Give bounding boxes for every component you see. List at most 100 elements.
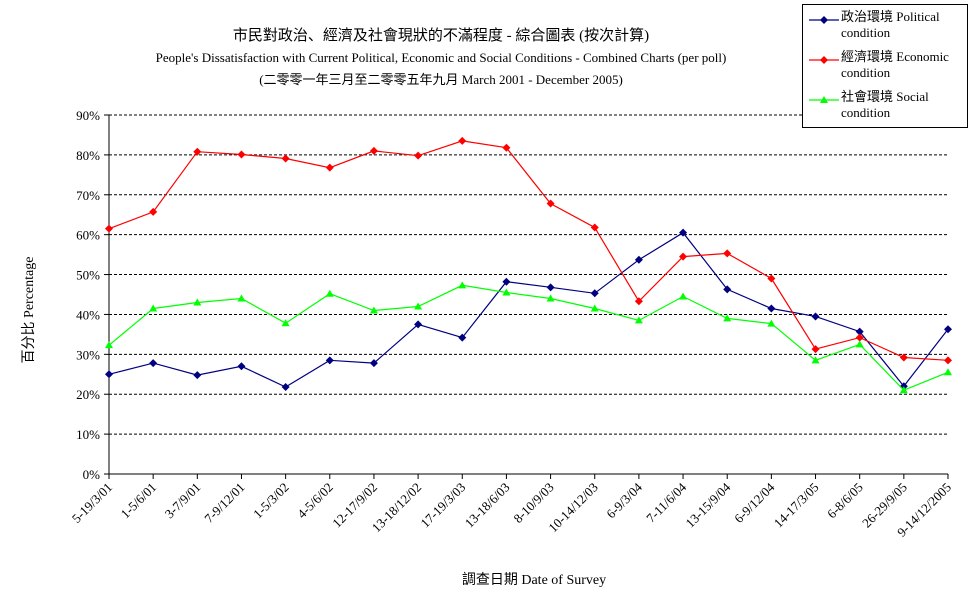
data-point bbox=[105, 370, 113, 379]
y-tick-label: 30% bbox=[76, 347, 100, 362]
data-point bbox=[325, 289, 334, 297]
data-point bbox=[237, 150, 246, 159]
chart-subtitle: People's Dissatisfaction with Current Po… bbox=[156, 50, 727, 65]
data-point bbox=[458, 136, 467, 145]
series-0 bbox=[105, 228, 952, 392]
data-point bbox=[193, 298, 202, 306]
data-point bbox=[369, 146, 378, 155]
data-point bbox=[590, 223, 599, 232]
x-tick-label: 13-18/6/03 bbox=[462, 480, 513, 531]
series-line bbox=[108, 284, 949, 391]
data-point bbox=[281, 383, 290, 392]
data-point bbox=[634, 316, 643, 324]
x-tick-label: 1-5/6/01 bbox=[118, 480, 160, 522]
data-point bbox=[899, 386, 908, 394]
legend: 政治環境 Political condition 經濟環境 Economic c… bbox=[802, 4, 968, 128]
data-point bbox=[502, 288, 511, 296]
data-point bbox=[767, 319, 776, 327]
chart-title: 市民對政治、經濟及社會現狀的不滿程度 - 綜合圖表 (按次計算) bbox=[233, 26, 649, 44]
series-line bbox=[108, 231, 949, 388]
data-point bbox=[193, 371, 202, 380]
gridlines bbox=[109, 114, 948, 435]
data-point bbox=[855, 340, 864, 348]
data-point bbox=[944, 356, 952, 365]
data-point bbox=[546, 283, 555, 292]
legend-item-political: 政治環境 Political condition bbox=[803, 9, 969, 49]
data-point bbox=[811, 356, 820, 364]
x-tick-labels: 5-19/3/01 1-5/6/01 3-7/9/017-9/12/01 1-5/3/… bbox=[69, 479, 954, 539]
y-tick-label: 90% bbox=[76, 108, 100, 123]
data-point bbox=[369, 359, 378, 368]
data-point bbox=[281, 319, 290, 327]
y-axis-label: 百分比 Percentage bbox=[21, 257, 37, 364]
chart-subtitle-dates: (二零零一年三月至二零零五年九月 March 2001 - December 2… bbox=[259, 72, 623, 87]
y-tick-label: 0% bbox=[83, 467, 101, 482]
data-point bbox=[325, 356, 334, 365]
data-point bbox=[502, 277, 511, 286]
x-tick-label: 17-19/3/03 bbox=[417, 480, 468, 531]
x-tick-label: 4-5/6/02 bbox=[294, 480, 336, 522]
y-tick-label: 20% bbox=[76, 387, 100, 402]
y-tick-label: 50% bbox=[76, 268, 100, 283]
y-tick-label: 70% bbox=[76, 188, 100, 203]
x-tick-label: 6-9/3/04 bbox=[603, 479, 645, 521]
data-point bbox=[281, 154, 290, 163]
data-point bbox=[634, 297, 643, 306]
x-tick-label: 13-15/9/04 bbox=[682, 479, 733, 530]
data-point bbox=[414, 302, 423, 310]
data-point bbox=[149, 207, 158, 216]
data-point bbox=[546, 199, 555, 208]
data-point bbox=[767, 274, 776, 283]
data-point bbox=[899, 353, 908, 362]
x-tick-label: 7-9/12/01 bbox=[201, 480, 247, 526]
y-tick-labels: 0% 10% 20% 30% 40% 50% 60% 70% 80% 90% bbox=[76, 108, 100, 482]
legend-label-economic: 經濟環境 Economic condition bbox=[841, 49, 949, 80]
series-1 bbox=[105, 136, 952, 365]
x-tick-label: 1-5/3/02 bbox=[250, 480, 292, 522]
data-point bbox=[723, 314, 732, 322]
data-point bbox=[944, 325, 952, 334]
data-point bbox=[855, 333, 864, 342]
y-tick-label: 10% bbox=[76, 427, 100, 442]
legend-swatch-political bbox=[809, 16, 839, 24]
data-point bbox=[149, 304, 158, 312]
data-point bbox=[855, 327, 864, 336]
series-lines bbox=[105, 136, 952, 394]
x-tick-label: 6-8/6/05 bbox=[824, 480, 866, 522]
data-point bbox=[723, 249, 732, 258]
y-tick-label: 60% bbox=[76, 228, 100, 243]
legend-item-economic: 經濟環境 Economic condition bbox=[803, 49, 969, 89]
data-point bbox=[546, 294, 555, 302]
data-point bbox=[634, 255, 643, 264]
data-point bbox=[237, 362, 246, 371]
data-point bbox=[679, 228, 688, 237]
y-tick-label: 40% bbox=[76, 307, 100, 322]
data-point bbox=[767, 304, 776, 313]
data-point bbox=[723, 285, 732, 294]
data-point bbox=[458, 333, 467, 342]
data-point bbox=[502, 143, 511, 152]
legend-label-social: 社會環境 Social condition bbox=[841, 89, 929, 120]
data-point bbox=[369, 306, 378, 314]
data-point bbox=[458, 281, 467, 289]
series-2 bbox=[105, 281, 952, 394]
data-point bbox=[105, 224, 113, 233]
data-point bbox=[414, 320, 423, 329]
data-point bbox=[811, 312, 820, 321]
data-point bbox=[590, 289, 599, 298]
data-point bbox=[944, 368, 952, 376]
data-point bbox=[237, 294, 246, 302]
legend-item-social: 社會環境 Social condition bbox=[803, 89, 969, 129]
data-point bbox=[105, 341, 113, 349]
series-line bbox=[108, 140, 949, 361]
data-point bbox=[414, 151, 423, 160]
x-tick-label: 3-7/9/01 bbox=[162, 480, 204, 522]
legend-label-political: 政治環境 Political condition bbox=[841, 9, 940, 40]
x-tick-label: 14-17/3/05 bbox=[771, 480, 822, 531]
data-point bbox=[679, 292, 688, 300]
axes bbox=[104, 114, 949, 479]
data-point bbox=[811, 345, 820, 354]
data-point bbox=[193, 147, 202, 156]
legend-swatch-social bbox=[809, 96, 839, 103]
